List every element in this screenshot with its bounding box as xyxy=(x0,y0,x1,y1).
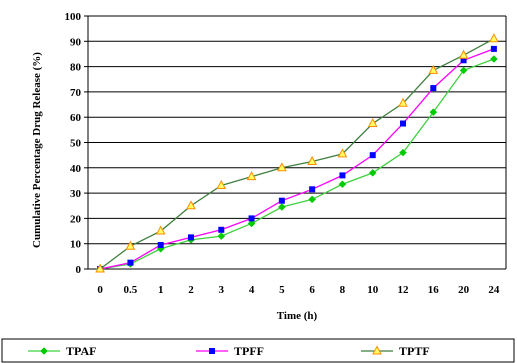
data-point-tpaf xyxy=(429,108,438,116)
data-point-tpff xyxy=(309,186,316,193)
y-tick-label: 80 xyxy=(70,62,82,74)
data-point-tptf xyxy=(428,64,439,74)
data-point-tpff xyxy=(218,226,225,233)
y-tick-label: 40 xyxy=(70,163,82,175)
x-axis-title: Time (h) xyxy=(277,310,318,322)
x-tick-label: 12 xyxy=(398,284,410,296)
x-tick-label: 3 xyxy=(219,284,225,296)
series-line-tpff xyxy=(99,48,495,270)
x-tick-label: 20 xyxy=(458,284,470,296)
legend: TPAF TPFF TPTF xyxy=(1,338,515,363)
data-point-tptf xyxy=(458,49,469,59)
legend-marker-tptf xyxy=(372,345,382,355)
x-tick-label: 1 xyxy=(158,284,164,296)
data-point-tptf xyxy=(186,200,196,210)
x-tick-label: 5 xyxy=(279,284,285,296)
x-tick-label: 8 xyxy=(340,284,346,296)
data-point-tpff xyxy=(157,241,164,248)
y-tick-label: 0 xyxy=(76,264,82,276)
y-tick-label: 60 xyxy=(70,112,82,124)
data-point-tpff xyxy=(278,197,285,204)
data-point-tpaf xyxy=(338,180,347,189)
y-tick-label: 70 xyxy=(70,87,82,99)
x-tick-label: 4 xyxy=(249,284,255,296)
data-point-tpaf xyxy=(490,55,498,63)
y-tick-label: 100 xyxy=(65,11,82,23)
data-point-tptf xyxy=(337,148,348,158)
data-point-tpaf xyxy=(399,148,407,157)
x-tick-label: 24 xyxy=(488,284,500,296)
series-line-tpaf xyxy=(100,58,495,270)
data-point-tpaf xyxy=(278,203,286,211)
data-point-tptf xyxy=(398,97,408,107)
y-tick-label: 50 xyxy=(70,138,82,150)
y-tick-label: 90 xyxy=(70,36,82,48)
data-point-tpff xyxy=(127,259,134,266)
y-tick-label: 20 xyxy=(70,213,82,225)
data-point-tpaf xyxy=(308,195,316,204)
data-point-tpaf xyxy=(217,232,226,240)
data-point-tptf xyxy=(155,225,166,235)
data-point-tpaf xyxy=(368,169,377,177)
data-point-tptf xyxy=(367,117,378,128)
x-tick-label: 0.5 xyxy=(124,284,138,296)
legend-marker-tpff xyxy=(209,348,215,354)
data-point-tpff xyxy=(460,57,467,64)
data-point-tpff xyxy=(490,45,497,52)
data-point-tpff xyxy=(248,215,255,222)
legend-label-tpff: TPFF xyxy=(234,344,264,358)
legend-marker-tpaf xyxy=(40,347,48,355)
data-point-tpff xyxy=(400,120,407,127)
data-point-tptf xyxy=(489,33,499,43)
x-tick-label: 10 xyxy=(367,284,379,296)
data-point-tpaf xyxy=(459,66,468,75)
y-tick-labels: 0 10 20 30 40 50 60 70 80 90 100 xyxy=(65,11,82,276)
x-tick-labels: 0 0.5 1 2 3 4 5 6 8 10 12 16 20 24 xyxy=(97,284,500,296)
legend-label-tpaf: TPAF xyxy=(66,344,96,358)
x-tick-label: 2 xyxy=(188,284,194,296)
series-group xyxy=(95,33,499,273)
y-tick-label: 10 xyxy=(70,239,82,251)
x-tick-label: 6 xyxy=(309,284,315,296)
data-point-tptf xyxy=(307,155,317,165)
y-tick-label: 30 xyxy=(70,188,82,200)
data-point-tptf xyxy=(277,162,287,172)
gridlines xyxy=(88,15,506,270)
data-point-tptf xyxy=(95,263,105,273)
legend-box xyxy=(1,338,515,363)
data-point-tpff xyxy=(187,234,194,241)
axes xyxy=(84,15,507,270)
data-point-tptf xyxy=(125,240,136,250)
data-point-tptf xyxy=(216,179,227,190)
data-point-tpff xyxy=(369,152,376,159)
legend-label-tptf: TPTF xyxy=(399,344,430,358)
data-point-tpff xyxy=(339,172,346,179)
data-point-tpff xyxy=(430,85,437,92)
x-tick-label: 16 xyxy=(428,284,440,296)
data-point-tpaf xyxy=(247,219,256,228)
y-axis-title: Cumulative Percentage Drug Release (%) xyxy=(31,52,43,248)
x-tick-label: 0 xyxy=(97,284,103,296)
data-point-tptf xyxy=(246,171,257,181)
series-line-tptf xyxy=(99,38,495,270)
